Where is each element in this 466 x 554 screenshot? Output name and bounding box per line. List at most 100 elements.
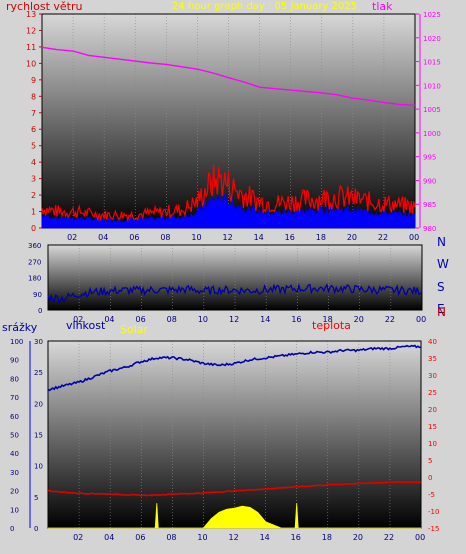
x-tick-label: 10 bbox=[191, 233, 201, 242]
x-tick-label: 18 bbox=[323, 315, 333, 324]
temp-axis-title: teplota bbox=[312, 319, 351, 332]
y-tick-label-temp: 40 bbox=[428, 338, 437, 346]
x-tick-label: 16 bbox=[285, 233, 295, 242]
x-tick-label: 02 bbox=[73, 315, 83, 324]
y-tick-label-wind: 8 bbox=[31, 92, 36, 101]
series-solar bbox=[48, 503, 421, 529]
x-tick-label: 22 bbox=[384, 533, 394, 542]
y-tick-label-rain: 15 bbox=[34, 432, 43, 440]
y-tick-label-humidity: 20 bbox=[10, 488, 19, 496]
x-tick-label: 06 bbox=[135, 533, 145, 542]
x-tick-label: 12 bbox=[229, 533, 239, 542]
x-tick-label: 12 bbox=[229, 315, 239, 324]
x-tick-label: 20 bbox=[354, 315, 364, 324]
y-tick-label-direction: 90 bbox=[33, 291, 42, 299]
x-tick-label: 20 bbox=[353, 533, 363, 542]
x-tick-label: 08 bbox=[166, 533, 176, 542]
y-tick-label-pressure: 1005 bbox=[423, 106, 441, 114]
pressure-axis-title: tlak bbox=[372, 0, 393, 13]
y-tick-label-temp: 15 bbox=[428, 423, 437, 431]
series-direction bbox=[47, 283, 423, 304]
x-tick-label: 00 bbox=[415, 533, 425, 542]
y-tick-label-temp: 0 bbox=[428, 474, 432, 482]
y-tick-label-wind: 3 bbox=[31, 175, 36, 184]
y-tick-label-humidity: 70 bbox=[10, 394, 19, 402]
x-tick-label: 00 bbox=[409, 233, 419, 242]
x-tick-label: 22 bbox=[378, 233, 388, 242]
y-tick-label-rain: 5 bbox=[34, 494, 38, 502]
y-tick-label-wind: 1 bbox=[31, 208, 36, 217]
y-tick-label-humidity: 0 bbox=[10, 525, 14, 533]
series-pressure bbox=[41, 46, 416, 106]
y-tick-label-humidity: 60 bbox=[10, 413, 19, 421]
y-tick-label-direction: 270 bbox=[28, 258, 41, 266]
compass-label: N bbox=[437, 235, 446, 249]
y-tick-label-wind: 4 bbox=[31, 158, 36, 167]
compass-label: N bbox=[437, 305, 446, 319]
compass-label: S bbox=[437, 280, 445, 294]
y-tick-label-humidity: 90 bbox=[10, 357, 19, 365]
humidity-axis-title: vlhkost bbox=[66, 319, 106, 332]
compass-label: E bbox=[437, 302, 445, 316]
y-tick-label-wind: 12 bbox=[26, 26, 36, 35]
y-tick-label-pressure: 1015 bbox=[423, 59, 441, 67]
y-tick-label-humidity: 50 bbox=[10, 432, 19, 440]
series-wind-fill bbox=[41, 193, 416, 229]
compass-label: W bbox=[437, 257, 449, 271]
x-tick-label: 22 bbox=[385, 315, 395, 324]
y-tick-label-wind: 11 bbox=[26, 43, 36, 52]
x-tick-label: 06 bbox=[136, 315, 146, 324]
x-tick-label: 16 bbox=[291, 533, 301, 542]
y-tick-label-pressure: 1010 bbox=[423, 82, 441, 90]
x-tick-label: 14 bbox=[260, 533, 270, 542]
y-tick-label-temp: 25 bbox=[428, 389, 437, 397]
chart-title: 24 hour graph day : 05 January 2025 bbox=[172, 1, 357, 12]
y-tick-label-temp: 35 bbox=[428, 355, 437, 363]
y-tick-label-temp: -15 bbox=[428, 525, 439, 533]
x-tick-label: 08 bbox=[167, 315, 177, 324]
y-tick-label-humidity: 100 bbox=[10, 338, 23, 346]
plot-background bbox=[42, 14, 415, 228]
y-tick-label-direction: 180 bbox=[28, 275, 41, 283]
x-tick-label: 16 bbox=[291, 315, 301, 324]
solar-axis-title: Solar bbox=[120, 323, 149, 336]
x-tick-label: 20 bbox=[347, 233, 357, 242]
rain-axis-title: srážky bbox=[2, 321, 38, 334]
y-tick-label-pressure: 1020 bbox=[423, 35, 441, 43]
series-temperature bbox=[47, 481, 422, 497]
y-tick-label-wind: 2 bbox=[31, 191, 36, 200]
series-humidity bbox=[47, 344, 422, 392]
x-tick-label: 08 bbox=[160, 233, 170, 242]
y-tick-label-wind: 5 bbox=[31, 142, 36, 151]
x-tick-label: 04 bbox=[104, 315, 114, 324]
y-tick-label-wind: 10 bbox=[26, 59, 36, 68]
y-tick-label-humidity: 10 bbox=[10, 506, 19, 514]
y-tick-label-wind: 7 bbox=[31, 109, 36, 118]
x-tick-label: 02 bbox=[67, 233, 77, 242]
x-tick-label: 18 bbox=[322, 533, 332, 542]
y-tick-label-rain: 0 bbox=[34, 525, 38, 533]
plot-border bbox=[47, 244, 423, 311]
x-tick-label: 04 bbox=[98, 233, 108, 242]
x-tick-label: 10 bbox=[198, 315, 208, 324]
y-tick-label-temp: -10 bbox=[428, 508, 439, 516]
y-tick-label-pressure: 995 bbox=[423, 154, 436, 162]
y-tick-label-pressure: 980 bbox=[423, 225, 436, 233]
x-tick-label: 00 bbox=[416, 315, 426, 324]
y-tick-label-wind: 6 bbox=[31, 125, 36, 134]
y-tick-label-temp: 30 bbox=[428, 372, 437, 380]
y-tick-label-humidity: 80 bbox=[10, 375, 19, 383]
y-tick-label-direction: 0 bbox=[38, 307, 42, 315]
y-tick-label-humidity: 30 bbox=[10, 469, 19, 477]
y-tick-label-pressure: 985 bbox=[423, 201, 436, 209]
y-tick-label-temp: 5 bbox=[428, 457, 432, 465]
y-tick-label-humidity: 40 bbox=[10, 450, 19, 458]
y-tick-label-rain: 30 bbox=[34, 338, 43, 346]
x-tick-label: 12 bbox=[223, 233, 233, 242]
x-tick-label: 04 bbox=[104, 533, 114, 542]
y-tick-label-rain: 25 bbox=[34, 369, 43, 377]
y-tick-label-temp: -5 bbox=[428, 491, 435, 499]
y-tick-label-rain: 10 bbox=[34, 463, 43, 471]
